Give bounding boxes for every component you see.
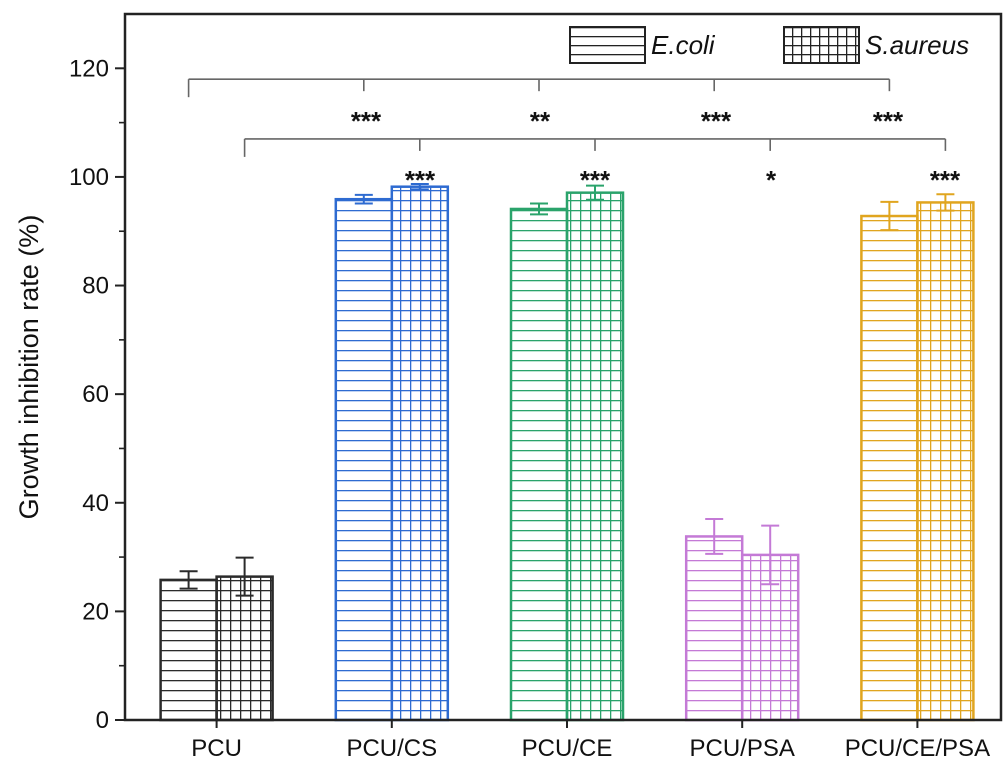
bar-pcu-ce-e-coli bbox=[509, 207, 569, 722]
error-bar bbox=[586, 184, 604, 201]
bar-pcu-ce-psa-s-aureus bbox=[916, 201, 975, 722]
significance-brackets bbox=[187, 78, 947, 157]
legend: E.coli S.aureus bbox=[569, 26, 969, 64]
error-bar bbox=[936, 193, 955, 212]
y-tick-label: 100 bbox=[69, 164, 109, 191]
bar-pcu-ce-psa-e-coli bbox=[860, 214, 919, 722]
legend-label-e-coli: E.coli bbox=[651, 30, 716, 60]
y-tick-label: 40 bbox=[82, 490, 109, 517]
x-tick-label: PCU bbox=[191, 735, 242, 762]
error-bar bbox=[354, 193, 373, 205]
bar-pcu-e-coli bbox=[159, 578, 218, 722]
bar-pcu-s-aureus bbox=[215, 575, 274, 722]
error-bar bbox=[761, 524, 780, 586]
plot-frame bbox=[123, 12, 1003, 722]
error-bar bbox=[410, 182, 429, 191]
sig-label: *** bbox=[873, 106, 904, 136]
y-tick-label: 80 bbox=[82, 273, 109, 300]
error-bar bbox=[179, 570, 198, 590]
legend-label-s-aureus: S.aureus bbox=[865, 30, 969, 60]
error-bars-layer bbox=[179, 182, 955, 597]
bar-pcu-cs-e-coli bbox=[334, 197, 394, 722]
y-tick-label: 60 bbox=[82, 381, 109, 408]
bar-pcu-psa-e-coli bbox=[684, 535, 744, 722]
x-axis: PCU PCU/CS PCU/CE PCU/PSA PCU/CE/PSA bbox=[191, 720, 990, 762]
y-axis-title: Growth inhibition rate (%) bbox=[14, 215, 44, 520]
error-bar bbox=[880, 200, 899, 232]
sig-label: *** bbox=[701, 106, 732, 136]
bar-pcu-cs-s-aureus bbox=[390, 185, 450, 722]
error-bar bbox=[235, 556, 254, 597]
sig-label: * bbox=[766, 165, 777, 195]
significance-labels: *** *** ** *** *** *** * *** bbox=[351, 106, 961, 195]
legend-swatch-e-coli bbox=[569, 26, 646, 64]
bracket-s-aureus bbox=[243, 138, 947, 157]
y-axis: 0 20 40 60 80 100 120 bbox=[69, 55, 125, 734]
sig-label: *** bbox=[351, 106, 382, 136]
x-tick-label: PCU/CE bbox=[522, 735, 613, 762]
sig-label: *** bbox=[405, 165, 436, 195]
bars-layer bbox=[159, 185, 975, 722]
y-tick-label: 120 bbox=[69, 55, 109, 82]
legend-swatch-s-aureus bbox=[783, 26, 860, 64]
sig-label: *** bbox=[580, 165, 611, 195]
sig-label: *** bbox=[930, 165, 961, 195]
error-bar bbox=[530, 202, 548, 216]
y-tick-label: 0 bbox=[96, 707, 109, 734]
sig-label: ** bbox=[530, 106, 551, 136]
x-tick-label: PCU/CE/PSA bbox=[845, 735, 990, 762]
bracket-e-coli bbox=[187, 78, 891, 98]
x-tick-label: PCU/PSA bbox=[690, 735, 795, 762]
x-tick-label: PCU/CS bbox=[346, 735, 437, 762]
y-tick-label: 20 bbox=[82, 598, 109, 625]
error-bar bbox=[705, 518, 724, 555]
bar-pcu-ce-s-aureus bbox=[565, 191, 625, 722]
